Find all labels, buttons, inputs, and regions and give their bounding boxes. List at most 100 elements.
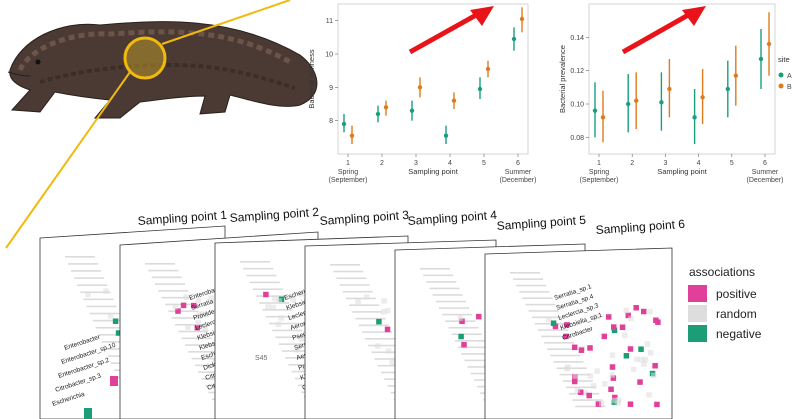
association-cell — [625, 312, 631, 319]
row-label-texture — [432, 294, 463, 296]
row-label-texture — [562, 380, 593, 382]
row-label-texture — [355, 317, 386, 320]
association-cell — [627, 346, 634, 352]
association-cell — [565, 364, 571, 371]
association-cell — [571, 378, 578, 385]
prevalence-point-site-a — [725, 86, 730, 92]
association-cell — [590, 383, 597, 389]
row-label-texture — [246, 274, 277, 277]
richness-point-site-b — [451, 98, 457, 103]
association-cell — [608, 386, 614, 393]
association-cell — [647, 308, 653, 315]
association-cell — [612, 394, 618, 401]
association-cell — [619, 324, 626, 330]
row-label-texture — [198, 371, 229, 373]
row-label-texture — [288, 363, 319, 366]
panel1-negative-cell — [84, 408, 92, 419]
association-cell — [546, 316, 552, 322]
prevalence-ytick-label: 0.08 — [570, 135, 584, 142]
prevalence-xtick-label: 5 — [730, 160, 734, 167]
row-label-texture — [74, 277, 105, 279]
row-label-texture — [451, 333, 482, 336]
row-label-texture — [522, 297, 553, 300]
richness-point-site-b — [383, 105, 389, 110]
trend-arrow-prevalence — [621, 6, 706, 55]
row-label-texture — [68, 263, 99, 265]
prevalence-point-site-a — [659, 100, 664, 105]
row-label-texture — [429, 287, 460, 290]
association-cell — [185, 324, 191, 331]
prevalence-ytick-label: 0.12 — [570, 68, 584, 75]
richness-season-end-name: Summer — [505, 169, 532, 176]
association-cell — [630, 366, 637, 373]
row-label-texture — [333, 270, 364, 273]
richness-season-start-name: Spring — [338, 169, 358, 176]
row-label-texture — [426, 281, 457, 283]
association-cell — [644, 341, 651, 347]
panel-title: Sampling point 2 — [229, 205, 319, 225]
panel-frame — [484, 247, 673, 419]
association-cell — [602, 381, 608, 387]
association-cell — [574, 387, 581, 393]
row-label-texture — [249, 281, 280, 284]
row-label-texture — [510, 272, 540, 274]
row-label-texture — [461, 353, 492, 355]
legend-positive: positive — [716, 287, 757, 301]
richness-point-site-a — [511, 36, 517, 42]
row-label-texture — [259, 302, 290, 304]
row-label-texture — [101, 341, 132, 343]
row-label-texture — [330, 264, 360, 266]
row-label-texture — [86, 305, 117, 308]
association-cell — [275, 321, 282, 328]
association-cell — [563, 333, 569, 340]
association-cell — [476, 313, 482, 320]
row-label-texture — [285, 357, 316, 359]
richness-season-start-month: (September) — [329, 177, 368, 184]
row-label-texture — [565, 386, 596, 389]
association-cell — [633, 304, 639, 311]
association-cell — [577, 389, 584, 395]
prevalence-season-start-name: Spring — [589, 169, 609, 176]
panel1-positive-cell — [110, 376, 118, 386]
association-cell — [278, 315, 284, 321]
association-cell — [594, 313, 601, 320]
association-cell — [175, 308, 181, 314]
association-cell — [587, 373, 594, 379]
prevalence-yaxis-label: Bacterial prevalence — [558, 45, 567, 113]
row-label-texture — [528, 310, 559, 312]
association-cell — [199, 311, 206, 318]
association-cell — [623, 307, 630, 314]
association-cell — [265, 304, 271, 310]
richness-ytick-label: 10 — [325, 52, 333, 59]
row-label-texture — [575, 405, 606, 408]
prevalence-point-site-a — [592, 108, 598, 113]
panel-title: Sampling point 4 — [407, 208, 497, 228]
association-cell — [276, 298, 283, 304]
association-cell — [459, 318, 465, 325]
association-cell — [628, 315, 634, 322]
row-label-texture — [155, 283, 186, 285]
row-label-texture — [525, 303, 556, 306]
associations-legend: associations positive random negative — [688, 265, 762, 342]
richness-point-site-b — [349, 133, 355, 138]
row-label-texture — [272, 329, 303, 332]
row-label-texture — [98, 334, 129, 336]
row-label-texture — [519, 291, 550, 293]
row-label-texture — [165, 303, 196, 306]
richness-ytick-label: 9 — [329, 85, 333, 92]
prevalence-chart: 0.08 0.10 0.12 0.14 1 2 3 4 5 6 Spring(September) S… — [558, 3, 783, 184]
association-cell — [654, 401, 660, 408]
richness-xtick-label: 6 — [516, 160, 520, 167]
row-label-texture — [342, 290, 373, 293]
association-cell — [384, 326, 391, 333]
row-label-texture — [95, 326, 126, 329]
association-cell — [578, 347, 585, 353]
association-cell — [615, 400, 621, 406]
association-cell — [294, 347, 301, 353]
prevalence-season-start-month: (September) — [580, 177, 619, 184]
richness-plot-area — [337, 3, 529, 155]
row-label-texture — [83, 298, 114, 301]
site-legend-title: site — [778, 55, 790, 64]
row-label-texture — [336, 277, 367, 280]
